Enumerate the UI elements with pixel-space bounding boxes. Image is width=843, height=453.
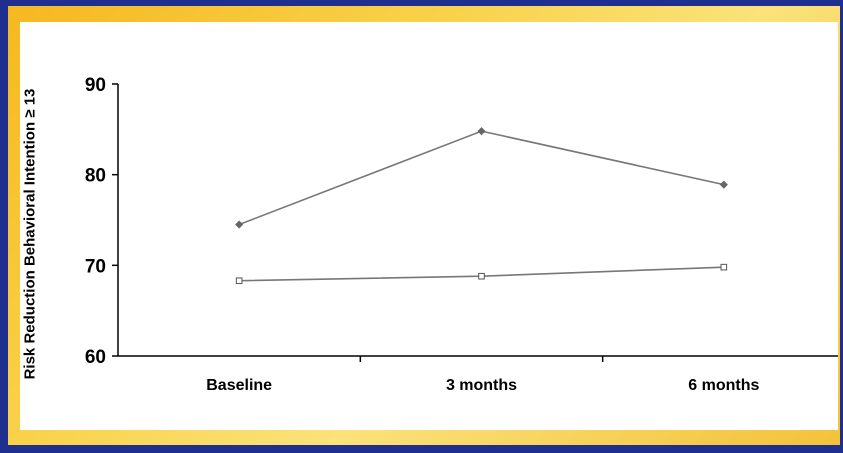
y-axis-label: Risk Reduction Behavioral Intention ≥ 13 bbox=[21, 88, 39, 380]
y-tick-label: 80 bbox=[85, 166, 106, 187]
data-point-diamond bbox=[719, 180, 728, 189]
y-tick-label: 70 bbox=[85, 256, 106, 277]
y-tick-label: 60 bbox=[85, 347, 106, 368]
data-point-square bbox=[235, 277, 243, 285]
data-point-square bbox=[478, 272, 485, 280]
series-line-1 bbox=[238, 130, 725, 226]
data-point-diamond bbox=[235, 220, 244, 229]
x-tick-label: 6 months bbox=[688, 377, 759, 394]
data-point-square bbox=[720, 263, 728, 271]
x-tick-label: 3 months bbox=[446, 377, 517, 394]
x-tick-label: Baseline bbox=[206, 377, 272, 394]
chart-panel: 60 70 80 90 Baseline 3 months 6 months Risk R… bbox=[20, 22, 838, 430]
y-tick-label: 90 bbox=[85, 75, 106, 96]
data-point-diamond bbox=[477, 127, 486, 136]
line-chart: 60 70 80 90 Baseline 3 months 6 months bbox=[85, 75, 838, 394]
